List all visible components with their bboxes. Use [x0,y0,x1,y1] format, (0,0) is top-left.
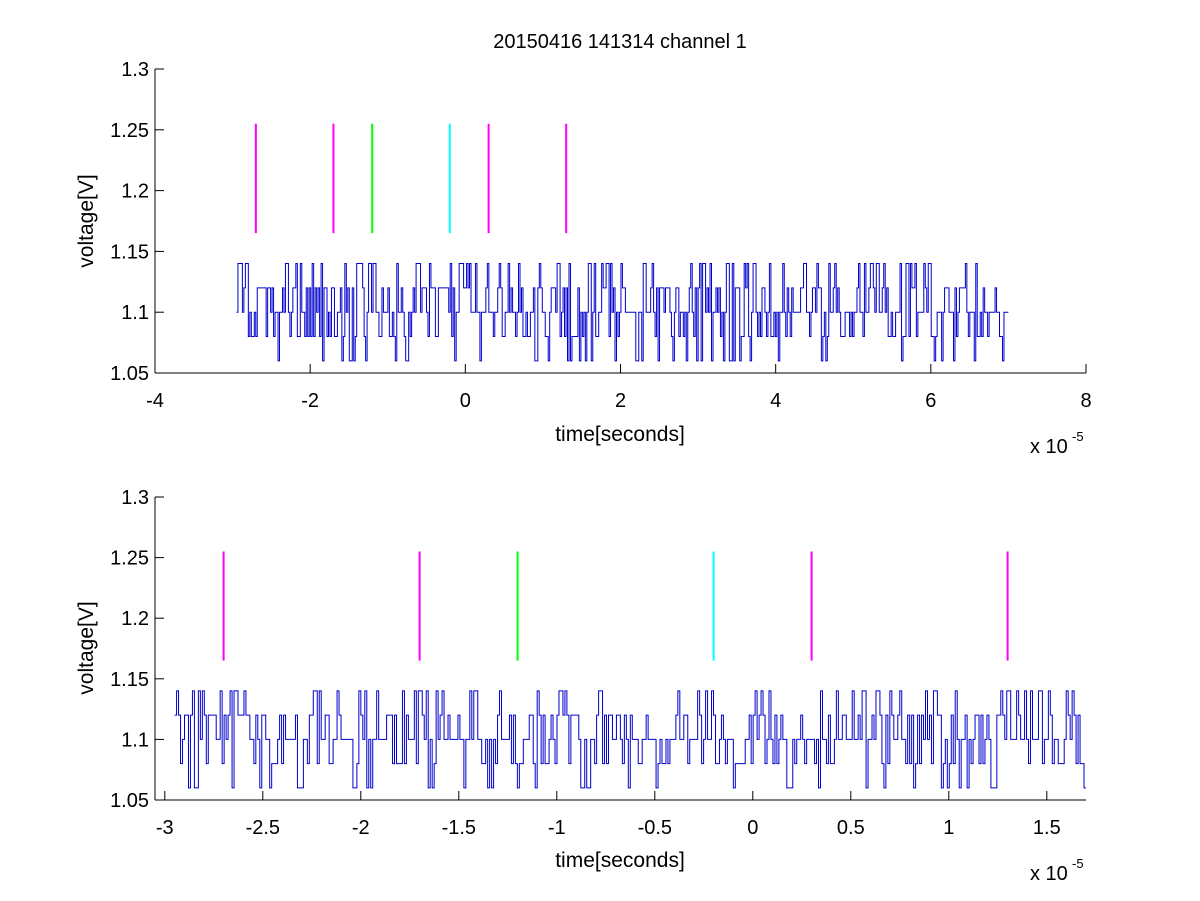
top-y-axis-label: voltage[V] [75,174,98,267]
top-x-scale-note: x 10 [1030,436,1068,458]
x-tick-label: -1 [548,817,566,839]
x-tick-label: 0 [460,390,471,412]
figure-title: 20150416 141314 channel 1 [493,31,747,53]
y-tick-label: 1.3 [121,487,149,509]
x-tick-label: -3 [156,817,174,839]
bottom-plot-marks [174,551,1086,789]
bottom-y-axis-label: voltage[V] [75,601,98,694]
x-tick-label: 8 [1080,390,1091,412]
y-tick-label: 1.2 [121,181,149,203]
x-tick-label: -2.5 [246,817,280,839]
bottom-x-scale-note: x 10 [1030,863,1068,885]
x-tick-label: 6 [925,390,936,412]
y-tick-label: 1.15 [110,669,149,691]
voltage-trace [174,690,1086,789]
y-tick-label: 1.05 [110,790,149,812]
bottom-x-scale-exponent: -5 [1072,856,1084,871]
bottom-x-axis-label: time[seconds] [555,849,685,872]
y-tick-label: 1.05 [110,363,149,385]
top-x-scale-exponent: -5 [1072,429,1084,444]
x-tick-label: -4 [146,390,164,412]
bottom-ticks: -3 -2.5 -2 -1.5 -1 -0.5 0 0.5 1 1.5 1.05 1.1 1.15 1.2… [110,487,1061,839]
y-tick-label: 1.2 [121,608,149,630]
voltage-trace [236,263,1009,362]
x-tick-label: 2 [615,390,626,412]
top-subplot: -4 -2 0 2 4 6 8 1.05 1.1 1.15 1.2 1.25 1.3 time[seco… [75,59,1092,458]
y-tick-label: 1.25 [110,548,149,570]
y-tick-label: 1.15 [110,241,149,263]
y-tick-label: 1.25 [110,120,149,142]
x-tick-label: 0.5 [837,817,865,839]
y-tick-label: 1.1 [121,302,149,324]
x-tick-label: -2 [301,390,319,412]
x-tick-label: 0 [747,817,758,839]
top-x-axis-label: time[seconds] [555,423,685,446]
y-tick-label: 1.1 [121,729,149,751]
x-tick-label: 1 [943,817,954,839]
y-tick-label: 1.3 [121,59,149,81]
bottom-subplot: -3 -2.5 -2 -1.5 -1 -0.5 0 0.5 1 1.5 1.05 1.1 1.15 1.2… [75,487,1086,885]
x-tick-label: 1.5 [1033,817,1061,839]
top-plot-marks [236,123,1009,362]
top-ticks: -4 -2 0 2 4 6 8 1.05 1.1 1.15 1.2 1.25 1.3 [110,59,1092,412]
bottom-axes-box [154,497,1086,801]
x-tick-label: 4 [770,390,781,412]
x-tick-label: -0.5 [638,817,672,839]
x-tick-label: -2 [352,817,370,839]
x-tick-label: -1.5 [442,817,476,839]
